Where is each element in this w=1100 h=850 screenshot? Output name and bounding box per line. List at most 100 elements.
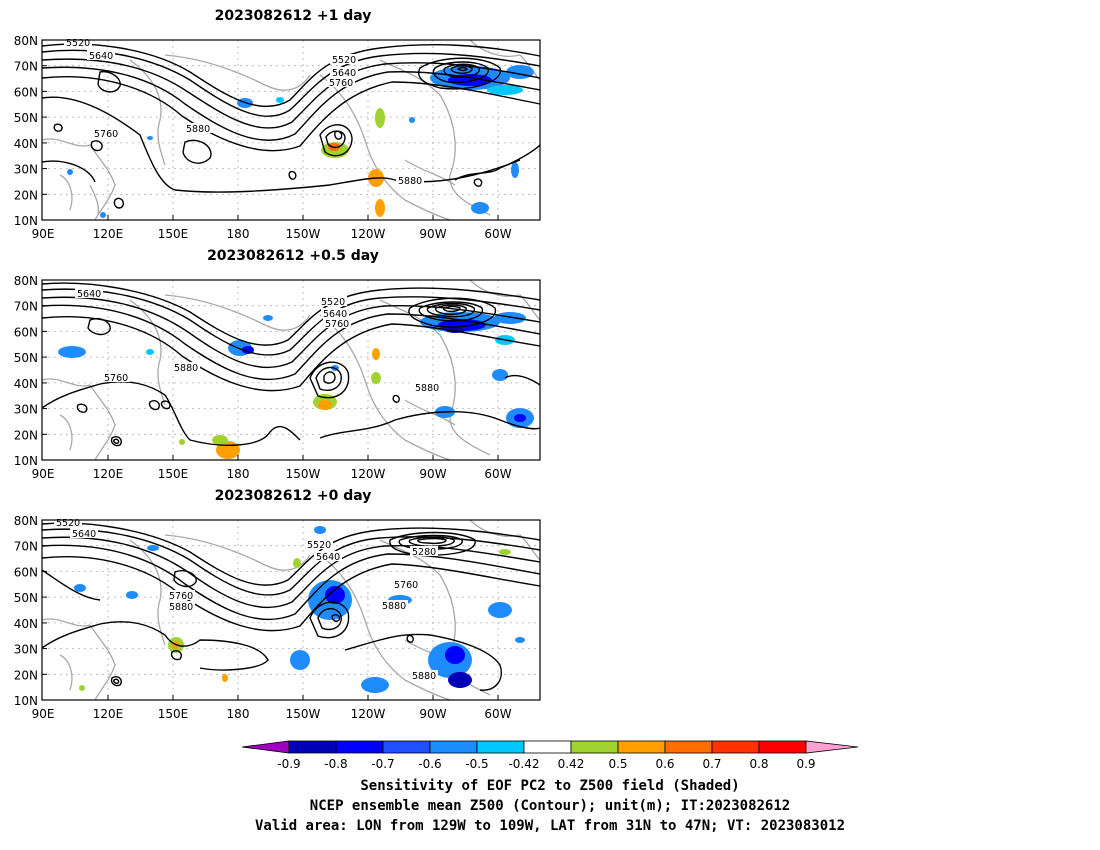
lat-label: 60N (14, 565, 38, 579)
caption-line-2: NCEP ensemble mean Z500 (Contour); unit(… (310, 798, 790, 814)
lon-label: 180 (227, 467, 250, 481)
lon-label: 120E (93, 227, 124, 241)
lat-label: 80N (14, 514, 38, 528)
contour-label: 5280 (412, 547, 436, 558)
lat-label: 20N (14, 188, 38, 202)
contour-label: 5880 (398, 176, 422, 187)
contour-label: 5760 (104, 373, 128, 384)
contour-label: 5880 (412, 671, 436, 682)
lat-label: 50N (14, 351, 38, 365)
colorbar-swatch (523, 740, 572, 754)
colorbar-swatch (382, 740, 431, 754)
colorbar-tick-labels: -0.9 -0.8 -0.7 -0.6 -0.5 -0.42 0.42 0.5 … (277, 757, 815, 771)
sensitivity-shading (74, 526, 525, 693)
colorbar-tick: -0.7 (371, 757, 394, 771)
lon-label: 150W (286, 227, 321, 241)
lon-label: 60W (484, 227, 511, 241)
lat-label: 50N (14, 111, 38, 125)
panel-3: 2023082612 +0 day (14, 488, 541, 721)
lon-label: 90W (419, 707, 446, 721)
contour-label: 5880 (382, 601, 406, 612)
colorbar-swatch (288, 740, 337, 754)
colorbar-swatch (617, 740, 666, 754)
contour-label: 5640 (89, 51, 113, 62)
contour-label: 5520 (332, 55, 356, 66)
map-panel: 5520 5640 5520 5640 5760 5760 5880 5880 … (14, 34, 541, 241)
lat-label: 70N (14, 540, 38, 554)
panel-title: 2023082612 +0.5 day (207, 248, 379, 264)
contour-label: 5880 (174, 363, 198, 374)
colorbar-swatch (711, 740, 760, 754)
lat-labels: 80N 70N 60N 50N 40N 30N 20N 10N (14, 274, 38, 468)
axis-ticks (42, 545, 499, 700)
contour-label: 5640 (323, 309, 347, 320)
lat-label: 30N (14, 643, 38, 657)
lon-label: 150E (158, 227, 189, 241)
lat-label: 40N (14, 617, 38, 631)
lon-label: 120E (93, 707, 124, 721)
lon-label: 90E (32, 707, 55, 721)
contour-label: 5880 (186, 124, 210, 135)
contour-label: 5640 (332, 68, 356, 79)
coastlines (41, 39, 541, 221)
contour-label: 5640 (77, 289, 101, 300)
lat-label: 30N (14, 403, 38, 417)
colorbar-tick: 0.9 (796, 757, 815, 771)
contour-label: 5520 (307, 540, 331, 551)
contour-labels: 5520 5640 5520 5640 5760 5760 5880 5880 (64, 37, 424, 187)
caption-line-1: Sensitivity of EOF PC2 to Z500 field (Sh… (360, 778, 739, 794)
map-frame (41, 39, 541, 221)
caption-line-3: Valid area: LON from 129W to 109W, LAT f… (255, 818, 845, 834)
colorbar-tick: 0.7 (702, 757, 721, 771)
lon-label: 150W (286, 467, 321, 481)
contour-label: 5640 (72, 529, 96, 540)
lon-labels: 90E 120E 150E 180 150W 120W 90W 60W (32, 467, 512, 481)
colorbar-tick: 0.5 (608, 757, 627, 771)
lon-label: 120W (351, 227, 386, 241)
lat-label: 60N (14, 325, 38, 339)
colorbar-tick: -0.6 (418, 757, 441, 771)
lon-label: 120E (93, 467, 124, 481)
panel-1: 2023082612 +1 day (14, 8, 541, 241)
lat-labels: 80N 70N 60N 50N 40N 30N 20N 10N (14, 514, 38, 708)
contour-label: 5760 (94, 129, 118, 140)
colorbar-tick: -0.42 (508, 757, 539, 771)
lon-label: 90E (32, 467, 55, 481)
lon-labels: 90E 120E 150E 180 150W 120W 90W 60W (32, 227, 512, 241)
lon-label: 60W (484, 467, 511, 481)
z500-contours (41, 282, 541, 447)
colorbar-swatch (758, 740, 807, 754)
colorbar-swatch (335, 740, 384, 754)
contour-labels: 5640 5520 5640 5760 5760 5880 5880 (75, 288, 441, 394)
contour-label: 5760 (325, 319, 349, 330)
panel-title: 2023082612 +0 day (215, 488, 372, 504)
colorbar-tick: -0.9 (277, 757, 300, 771)
colorbar-swatch (429, 740, 478, 754)
lon-label: 90W (419, 467, 446, 481)
map-panel: 5640 5520 5640 5760 5760 5880 5880 80N 7… (14, 274, 541, 481)
contour-label: 5520 (321, 297, 345, 308)
lat-label: 80N (14, 34, 38, 48)
contour-label: 5760 (169, 591, 193, 602)
colorbar-swatch (476, 740, 525, 754)
lat-label: 20N (14, 428, 38, 442)
lat-label: 10N (14, 214, 38, 228)
lat-label: 40N (14, 377, 38, 391)
contour-labels: 5520 5640 5520 5640 5280 5760 5880 5760 … (54, 517, 438, 682)
lat-label: 50N (14, 591, 38, 605)
lat-label: 30N (14, 163, 38, 177)
colorbar: -0.9 -0.8 -0.7 -0.6 -0.5 -0.42 0.42 0.5 … (241, 740, 859, 771)
axis-ticks (42, 305, 499, 460)
contour-label: 5760 (329, 78, 353, 89)
lon-label: 90W (419, 227, 446, 241)
colorbar-tick: -0.8 (324, 757, 347, 771)
lon-label: 150E (158, 707, 189, 721)
axis-ticks (42, 39, 499, 220)
sensitivity-shading (58, 312, 534, 459)
lat-label: 20N (14, 668, 38, 682)
contour-label: 5760 (394, 580, 418, 591)
colorbar-tick: 0.42 (558, 757, 585, 771)
colorbar-tick: 0.6 (655, 757, 674, 771)
lat-label: 70N (14, 60, 38, 74)
